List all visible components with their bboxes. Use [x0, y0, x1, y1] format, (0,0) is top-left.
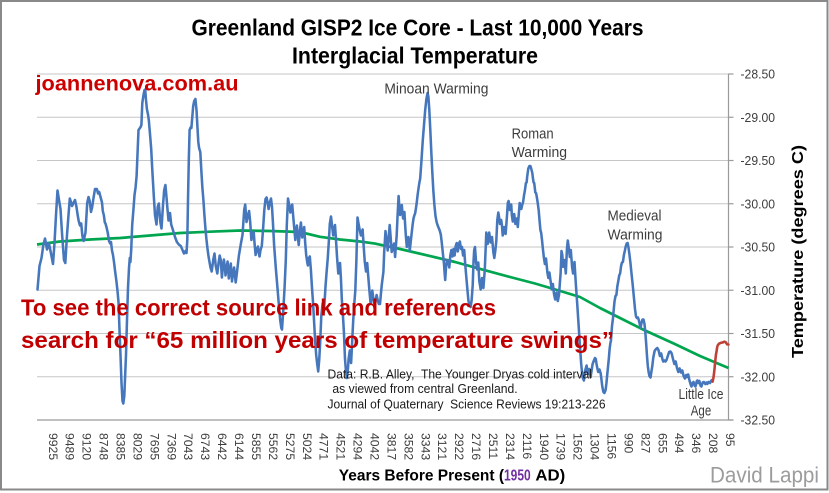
svg-text:7369: 7369	[164, 433, 178, 460]
svg-text:7695: 7695	[147, 433, 161, 460]
svg-text:Journal of Quaternary Science: Journal of Quaternary Science Reviews 19…	[328, 396, 606, 411]
svg-text:5024: 5024	[300, 433, 314, 460]
svg-text:4042: 4042	[368, 433, 382, 460]
svg-text:-32.00: -32.00	[741, 369, 776, 384]
svg-text:3121: 3121	[435, 433, 449, 460]
svg-text:1950: 1950	[504, 468, 531, 485]
svg-text:9120: 9120	[80, 433, 94, 460]
svg-text:-28.50: -28.50	[741, 67, 776, 82]
svg-text:1562: 1562	[571, 433, 585, 460]
svg-text:2511: 2511	[486, 433, 500, 459]
svg-text:346: 346	[689, 433, 703, 454]
svg-text:Greenland GISP2 Ice Core - Las: Greenland GISP2 Ice Core - Last 10,000 Y…	[192, 15, 644, 41]
svg-text:joannenova.com.au: joannenova.com.au	[34, 72, 238, 96]
svg-text:Warming: Warming	[608, 227, 663, 243]
svg-text:990: 990	[621, 433, 635, 454]
svg-text:4521: 4521	[334, 433, 348, 460]
svg-text:7043: 7043	[181, 433, 195, 460]
svg-text:9925: 9925	[46, 433, 60, 460]
svg-text:2314: 2314	[503, 433, 517, 460]
svg-text:Temperature (degrees C): Temperature (degrees C)	[790, 145, 807, 358]
svg-text:Little Ice: Little Ice	[679, 387, 724, 403]
svg-text:1304: 1304	[588, 433, 602, 460]
svg-text:AD): AD)	[531, 468, 566, 485]
svg-text:-30.50: -30.50	[741, 240, 776, 255]
svg-text:5562: 5562	[266, 433, 280, 460]
svg-text:Warming: Warming	[512, 145, 567, 161]
svg-text:208: 208	[706, 433, 720, 454]
svg-text:9489: 9489	[63, 433, 77, 460]
svg-text:Age: Age	[691, 403, 712, 419]
svg-text:8029: 8029	[130, 433, 144, 460]
svg-text:827: 827	[638, 433, 652, 454]
svg-text:2716: 2716	[469, 433, 483, 460]
svg-text:1739: 1739	[554, 433, 568, 460]
svg-text:-30.00: -30.00	[741, 196, 776, 211]
svg-text:-29.00: -29.00	[741, 110, 776, 125]
svg-text:8748: 8748	[97, 433, 111, 460]
svg-text:8385: 8385	[114, 433, 128, 460]
svg-text:1156: 1156	[605, 433, 619, 459]
svg-text:To see the correct source link: To see the correct source link and refer…	[21, 295, 496, 321]
svg-text:-29.50: -29.50	[741, 153, 776, 168]
svg-text:2116: 2116	[520, 433, 534, 459]
svg-text:6144: 6144	[232, 433, 246, 460]
svg-text:4771: 4771	[317, 433, 331, 460]
svg-text:Interglacial Temperature: Interglacial Temperature	[292, 43, 538, 69]
svg-text:1940: 1940	[537, 433, 551, 460]
svg-text:3582: 3582	[401, 433, 415, 460]
svg-text:as viewed from central Greenla: as viewed from central Greenland.	[332, 381, 517, 396]
svg-text:Roman: Roman	[512, 126, 554, 142]
svg-text:5275: 5275	[283, 433, 297, 460]
svg-text:2922: 2922	[452, 433, 466, 460]
svg-text:-31.50: -31.50	[741, 326, 776, 341]
svg-text:95: 95	[723, 433, 737, 447]
svg-text:6442: 6442	[215, 433, 229, 460]
svg-text:6743: 6743	[198, 433, 212, 460]
svg-text:search for “65 million years o: search for “65 million years of temperat…	[21, 327, 614, 353]
svg-text:494: 494	[672, 433, 686, 454]
svg-text:Data: R.B. Alley, The Younger: Data: R.B. Alley, The Younger Dryas cold…	[328, 367, 593, 382]
svg-text:-31.00: -31.00	[741, 283, 776, 298]
svg-text:4294: 4294	[351, 433, 365, 460]
svg-text:-32.50: -32.50	[741, 413, 776, 428]
svg-text:Medieval: Medieval	[608, 208, 662, 224]
svg-text:Minoan Warming: Minoan Warming	[384, 82, 488, 98]
svg-text:5855: 5855	[249, 433, 263, 460]
svg-text:3817: 3817	[384, 433, 398, 460]
svg-text:3343: 3343	[418, 433, 432, 460]
svg-text:Years Before Present (: Years Before Present (	[339, 468, 505, 485]
svg-text:655: 655	[655, 433, 669, 454]
svg-text:David Lappi: David Lappi	[710, 463, 819, 488]
